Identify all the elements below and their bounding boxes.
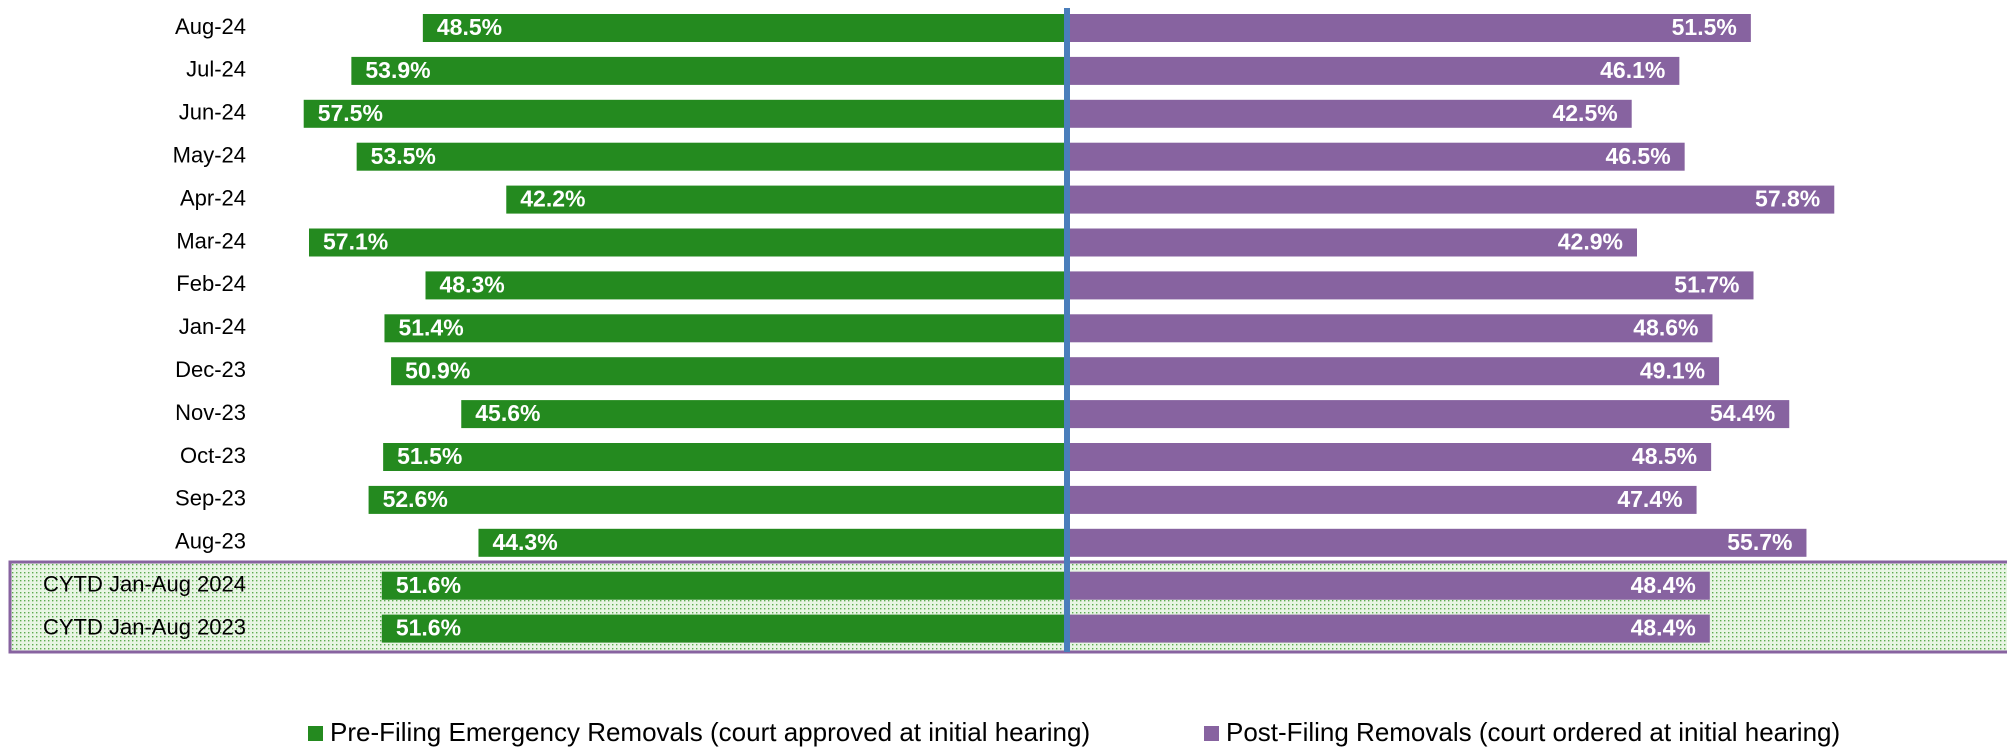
category-label: Jul-24 xyxy=(186,57,246,82)
category-label: Sep-23 xyxy=(175,486,246,511)
bar xyxy=(1069,56,1680,85)
category-label: Feb-24 xyxy=(176,271,246,296)
value-label: 46.1% xyxy=(1600,57,1665,83)
bar xyxy=(1069,485,1697,514)
value-label: 57.8% xyxy=(1755,186,1820,212)
value-label: 48.5% xyxy=(1632,443,1697,469)
value-label: 46.5% xyxy=(1605,143,1670,169)
bar xyxy=(391,357,1066,386)
value-label: 48.4% xyxy=(1631,572,1696,598)
value-label: 44.3% xyxy=(492,529,557,555)
value-label: 51.7% xyxy=(1674,271,1739,297)
legend-swatch xyxy=(1204,726,1219,741)
value-label: 45.6% xyxy=(475,400,540,426)
bar xyxy=(1069,228,1637,257)
bar xyxy=(356,142,1065,171)
bar xyxy=(1069,271,1754,300)
category-label: CYTD Jan-Aug 2023 xyxy=(43,614,246,639)
value-label: 48.3% xyxy=(440,271,505,297)
legend-label: Pre-Filing Emergency Removals (court app… xyxy=(330,717,1090,747)
bar xyxy=(308,228,1066,257)
value-label: 53.9% xyxy=(365,57,430,83)
bar xyxy=(1069,400,1790,429)
value-label: 42.9% xyxy=(1558,229,1623,255)
bar xyxy=(1069,99,1632,128)
legend-swatch xyxy=(308,726,323,741)
value-label: 52.6% xyxy=(383,486,448,512)
category-label: CYTD Jan-Aug 2024 xyxy=(43,572,246,597)
bar xyxy=(381,614,1065,643)
value-label: 42.2% xyxy=(520,186,585,212)
category-label: Apr-24 xyxy=(180,185,246,210)
value-label: 57.5% xyxy=(318,100,383,126)
bar xyxy=(506,185,1066,214)
value-label: 48.4% xyxy=(1631,615,1696,641)
bar xyxy=(1069,314,1713,343)
value-label: 51.5% xyxy=(397,443,462,469)
bar xyxy=(381,571,1065,600)
bar xyxy=(1069,185,1835,214)
category-label: Dec-23 xyxy=(175,357,246,382)
category-label: Mar-24 xyxy=(176,228,246,253)
value-label: 51.5% xyxy=(1672,14,1737,40)
value-label: 54.4% xyxy=(1710,400,1775,426)
bar xyxy=(351,56,1065,85)
category-label: Aug-23 xyxy=(175,529,246,554)
bar xyxy=(461,400,1066,429)
value-label: 55.7% xyxy=(1727,529,1792,555)
category-label: Aug-24 xyxy=(175,14,246,39)
value-label: 53.5% xyxy=(371,143,436,169)
value-label: 51.4% xyxy=(398,314,463,340)
bar xyxy=(1069,614,1710,643)
bar xyxy=(1069,357,1720,386)
value-label: 42.5% xyxy=(1552,100,1617,126)
bar xyxy=(1069,528,1807,557)
category-label: Oct-23 xyxy=(180,443,246,468)
bar xyxy=(1069,14,1751,42)
bar xyxy=(478,528,1065,557)
value-label: 48.6% xyxy=(1633,314,1698,340)
bar xyxy=(368,485,1065,514)
bar xyxy=(425,271,1065,300)
category-label: Jan-24 xyxy=(179,314,246,339)
bar xyxy=(422,14,1065,42)
category-label: Jun-24 xyxy=(179,100,246,125)
legend-label: Post-Filing Removals (court ordered at i… xyxy=(1226,717,1840,747)
category-label: Nov-23 xyxy=(175,400,246,425)
value-label: 51.6% xyxy=(396,615,461,641)
value-label: 51.6% xyxy=(396,572,461,598)
value-label: 48.5% xyxy=(437,14,502,40)
value-label: 50.9% xyxy=(405,357,470,383)
value-label: 49.1% xyxy=(1640,357,1705,383)
bar xyxy=(384,314,1065,343)
value-label: 47.4% xyxy=(1617,486,1682,512)
value-label: 57.1% xyxy=(323,229,388,255)
bar xyxy=(1069,142,1685,171)
category-label: May-24 xyxy=(173,143,246,168)
bar xyxy=(303,99,1065,128)
bar xyxy=(383,443,1065,471)
bar xyxy=(1069,443,1712,471)
bar xyxy=(1069,571,1710,600)
